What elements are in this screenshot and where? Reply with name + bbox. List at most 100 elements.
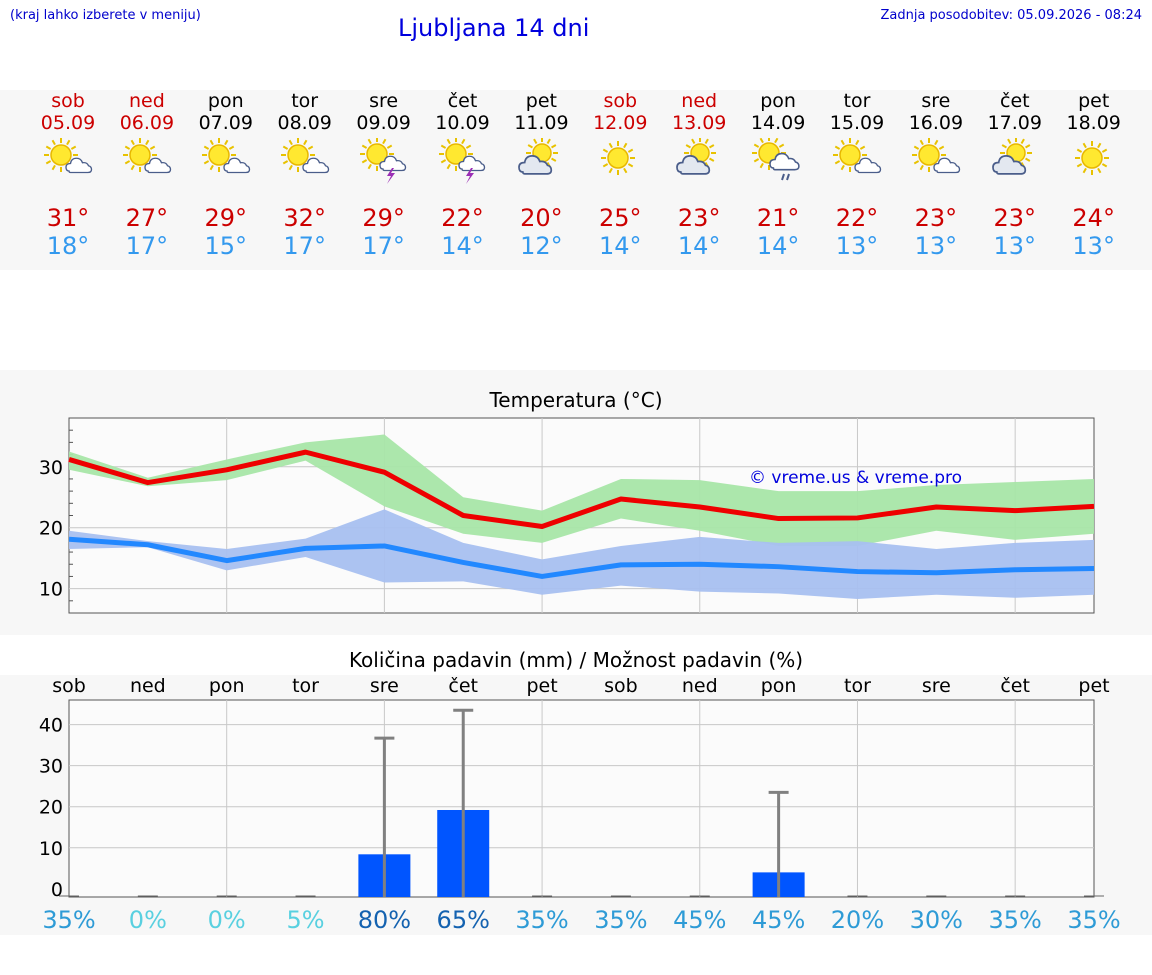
min-temp: 13° xyxy=(993,232,1037,260)
y-tick-label: 20 xyxy=(39,518,63,540)
min-temp: 12° xyxy=(520,232,563,260)
last-update: Zadnja posodobitev: 05.09.2026 - 08:24 xyxy=(880,8,1142,23)
temperature-chart-title: Temperatura (°C) xyxy=(489,388,663,412)
sun-cloud-icon xyxy=(896,138,976,184)
x-category-label: sob xyxy=(604,675,638,697)
precip-probability-label: 35% xyxy=(988,906,1041,934)
day-date: 10.09 xyxy=(435,112,490,134)
y-tick-label: 20 xyxy=(39,797,63,819)
day-column: pon 14.09 21° 14° xyxy=(738,88,818,260)
sun-cloud-icon xyxy=(265,138,345,184)
page-title: Ljubljana 14 dni xyxy=(398,14,590,42)
precip-probability-label: 35% xyxy=(42,906,95,934)
plot-area xyxy=(68,699,1095,898)
day-name: čet xyxy=(1000,90,1030,112)
precip-probability-label: 20% xyxy=(831,906,884,934)
day-name: tor xyxy=(291,90,319,112)
copyright-label: © vreme.us & vreme.pro xyxy=(749,468,962,488)
min-temp: 13° xyxy=(914,232,958,260)
min-temp: 17° xyxy=(362,232,405,260)
sun-cloud-icon xyxy=(107,138,187,184)
sun-icon xyxy=(1054,138,1134,184)
max-temp: 22° xyxy=(441,204,484,232)
day-name: pet xyxy=(525,90,557,112)
y-tick-label: 0 xyxy=(51,879,63,901)
max-temp: 27° xyxy=(125,204,169,232)
x-category-label: pet xyxy=(1078,675,1109,697)
precip-probability-label: 80% xyxy=(358,906,411,934)
day-column: tor 08.09 32° 17° xyxy=(265,88,345,260)
forecast-panel xyxy=(0,90,1152,270)
max-temp: 22° xyxy=(835,204,879,232)
x-category-label: tor xyxy=(292,675,319,697)
day-name: sob xyxy=(603,90,638,112)
day-column: pet 11.09 20° 12° xyxy=(501,88,581,260)
x-category-label: pet xyxy=(526,675,557,697)
day-name: pon xyxy=(760,90,796,112)
max-temp: 29° xyxy=(204,204,248,232)
day-column: ned 13.09 23° 14° xyxy=(659,88,739,260)
x-category-label: sre xyxy=(370,675,399,697)
precip-probability-label: 5% xyxy=(286,906,324,934)
max-temp: 31° xyxy=(46,204,90,232)
precip-probability-label: 0% xyxy=(208,906,246,934)
day-date: 12.09 xyxy=(593,112,648,134)
sun-rain-icon xyxy=(738,138,818,184)
sun-thunder-icon xyxy=(423,138,503,184)
max-temp: 23° xyxy=(677,204,721,232)
day-name: sre xyxy=(921,90,951,112)
min-temp: 14° xyxy=(677,232,721,260)
precip-probability-label: 35% xyxy=(1067,906,1120,934)
day-date: 06.09 xyxy=(119,112,175,134)
min-temp: 14° xyxy=(441,232,484,260)
day-name: čet xyxy=(447,90,478,112)
x-category-label: čet xyxy=(448,675,478,697)
max-temp: 29° xyxy=(362,204,405,232)
cloud-sun-icon xyxy=(659,138,739,184)
temperature-chart: 10 20 30 © vreme.us & vreme.pro xyxy=(39,417,1095,614)
region-hint[interactable]: (kraj lahko izberete v meniju) xyxy=(10,8,201,23)
sun-cloud-icon xyxy=(28,138,108,184)
min-temp: 14° xyxy=(599,232,642,260)
forecast-days: sob 05.09 31° 18° ned 06.09 27° 17° pon … xyxy=(0,88,1152,272)
day-column: čet 17.09 23° 13° xyxy=(975,88,1055,260)
x-category-label: čet xyxy=(1000,675,1030,697)
precip-probability-label: 45% xyxy=(752,906,805,934)
day-date: 17.09 xyxy=(987,112,1042,134)
x-category-label: sre xyxy=(922,675,951,697)
day-name: sob xyxy=(51,90,85,112)
min-temp-line xyxy=(68,536,1095,579)
max-temp: 32° xyxy=(283,204,326,232)
day-date: 13.09 xyxy=(671,112,727,134)
day-column: čet 10.09 22° 14° xyxy=(423,88,503,260)
cloud-sun-icon xyxy=(501,138,581,184)
precipitation-chart-title: Količina padavin (mm) / Možnost padavin … xyxy=(348,648,804,672)
min-temp: 13° xyxy=(835,232,879,260)
day-date: 09.09 xyxy=(356,112,411,134)
day-column: pon 07.09 29° 15° xyxy=(186,88,266,260)
day-name: ned xyxy=(128,90,165,112)
day-column: ned 06.09 27° 17° xyxy=(107,88,187,260)
min-temp: 17° xyxy=(283,232,326,260)
day-name: sre xyxy=(369,90,399,112)
day-column: tor 15.09 22° 13° xyxy=(817,88,897,260)
y-tick-label: 10 xyxy=(39,579,63,601)
day-column: pet 18.09 24° 13° xyxy=(1054,88,1134,260)
max-temp-line xyxy=(68,449,1095,529)
min-temp: 14° xyxy=(756,232,800,260)
x-category-label: ned xyxy=(682,675,718,697)
y-tick-label: 40 xyxy=(39,715,63,737)
sun-cloud-icon xyxy=(186,138,266,184)
day-name: pon xyxy=(207,90,244,112)
max-temp: 20° xyxy=(520,204,563,232)
max-temp: 24° xyxy=(1072,204,1115,232)
day-name: pet xyxy=(1078,90,1110,112)
y-tick-label: 10 xyxy=(39,838,63,860)
day-date: 05.09 xyxy=(40,112,96,134)
precip-probability-label: 0% xyxy=(129,906,167,934)
precip-probability-label: 45% xyxy=(673,906,726,934)
day-name: tor xyxy=(843,90,871,112)
day-column: sob 12.09 25° 14° xyxy=(580,88,660,260)
sun-thunder-icon xyxy=(344,138,424,184)
day-column: sob 05.09 31° 18° xyxy=(28,88,108,260)
